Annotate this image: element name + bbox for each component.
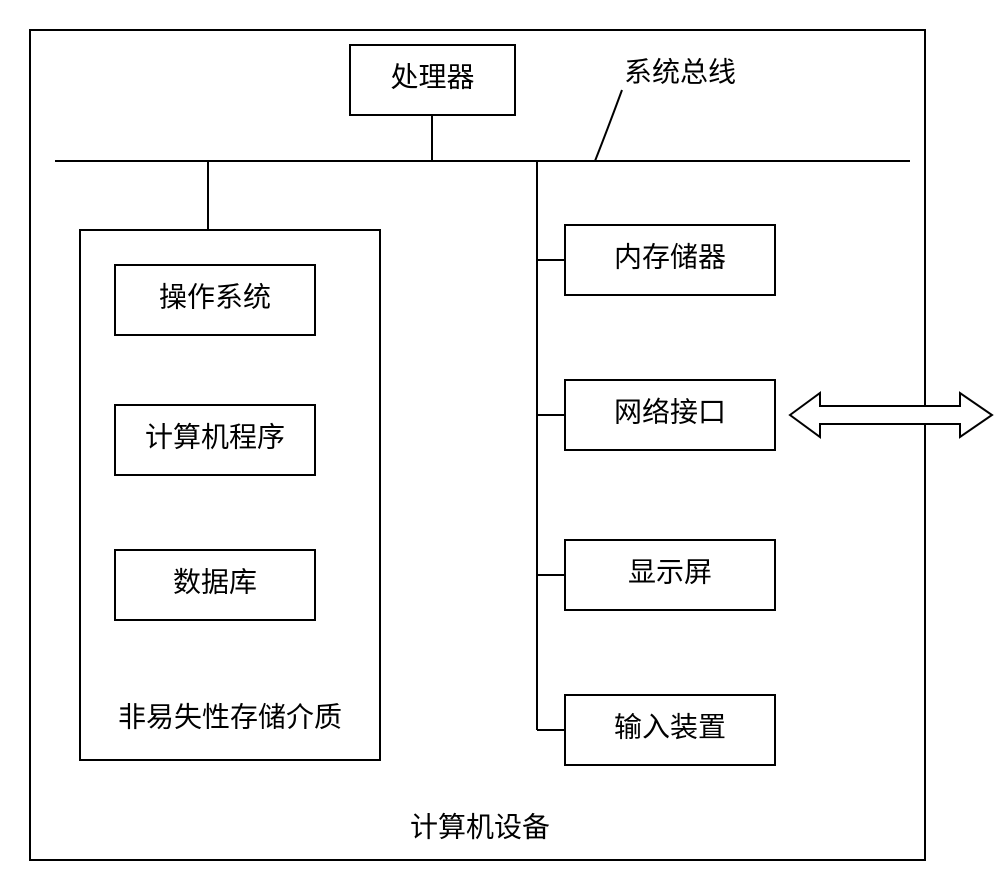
device-label: 计算机设备 xyxy=(410,811,550,843)
right-item-label: 输入装置 xyxy=(614,711,726,743)
bus-label: 系统总线 xyxy=(624,56,736,88)
storage-label: 非易失性存储介质 xyxy=(118,701,342,733)
storage-item-label: 计算机程序 xyxy=(145,421,285,453)
storage-item-label: 数据库 xyxy=(173,566,257,598)
processor-label: 处理器 xyxy=(390,61,474,93)
right-item-label: 显示屏 xyxy=(628,557,712,588)
right-item-label: 网络接口 xyxy=(614,396,726,428)
right-item-label: 内存储器 xyxy=(614,241,726,273)
storage-item-label: 操作系统 xyxy=(159,281,271,313)
